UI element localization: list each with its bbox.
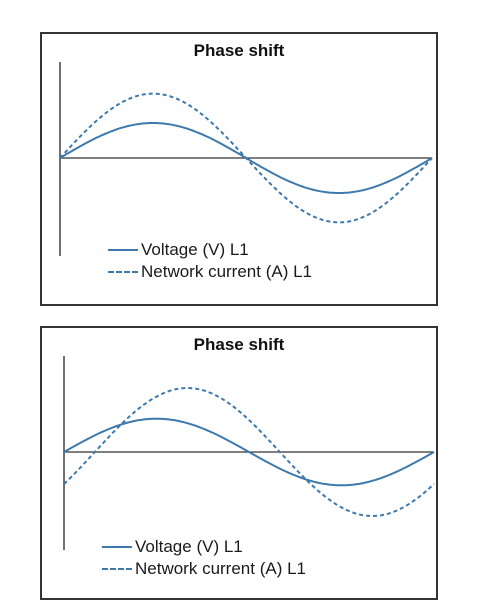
dashed-line-swatch xyxy=(102,568,132,570)
dashed-line-swatch xyxy=(108,271,138,273)
legend: Voltage (V) L1 Network current (A) L1 xyxy=(108,239,312,283)
current-series-line xyxy=(59,92,433,224)
legend-label-voltage: Voltage (V) L1 xyxy=(141,240,249,259)
legend: Voltage (V) L1 Network current (A) L1 xyxy=(102,536,306,580)
legend-item-voltage: Voltage (V) L1 xyxy=(108,239,312,261)
plot-area xyxy=(63,356,435,550)
legend-item-current: Network current (A) L1 xyxy=(108,261,312,283)
legend-label-voltage: Voltage (V) L1 xyxy=(135,537,243,556)
plot-area xyxy=(59,62,433,256)
solid-line-swatch xyxy=(108,249,138,251)
legend-label-current: Network current (A) L1 xyxy=(141,262,312,281)
chart-title: Phase shift xyxy=(193,335,285,354)
legend-item-voltage: Voltage (V) L1 xyxy=(102,536,306,558)
phase-shift-chart-2: Phase shift Voltage (V) L1 Network curre… xyxy=(40,326,438,600)
legend-item-current: Network current (A) L1 xyxy=(102,558,306,580)
solid-line-swatch xyxy=(102,546,132,548)
chart-title: Phase shift xyxy=(193,41,285,60)
voltage-series-line xyxy=(63,417,435,487)
phase-shift-chart-1: Phase shift Voltage (V) L1 Network curre… xyxy=(40,32,438,306)
current-series-line xyxy=(63,386,435,518)
legend-label-current: Network current (A) L1 xyxy=(135,559,306,578)
